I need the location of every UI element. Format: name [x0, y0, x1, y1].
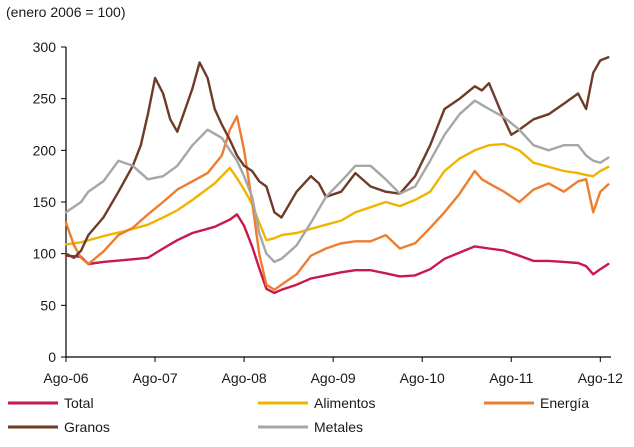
legend-label: Alimentos [314, 395, 375, 411]
legend-item: Granos [8, 419, 110, 435]
y-tick-label: 200 [33, 142, 57, 158]
series-line-total [64, 213, 610, 295]
x-tick-label: Ago-09 [311, 370, 356, 386]
series-line-granos [64, 56, 610, 259]
series-line-alimentos [64, 142, 610, 246]
legend-item: Alimentos [258, 395, 375, 411]
y-tick-label: 50 [40, 297, 56, 313]
legend-label: Energía [540, 395, 589, 411]
x-tick-label: Ago-06 [43, 370, 88, 386]
x-tick-label: Ago-10 [400, 370, 445, 386]
y-tick-label: 300 [33, 39, 57, 55]
x-tick-label: Ago-07 [132, 370, 177, 386]
legend-label: Total [64, 395, 94, 411]
chart-subtitle: (enero 2006 = 100) [6, 4, 126, 20]
x-tick-label: Ago-11 [489, 370, 533, 386]
x-tick-label: Ago-12 [578, 370, 623, 386]
legend-label: Metales [314, 419, 363, 435]
x-tick-label: Ago-08 [222, 370, 267, 386]
y-tick-label: 100 [33, 246, 57, 262]
legend-item: Energía [484, 395, 589, 411]
series-line-metales [64, 99, 610, 264]
legend-item: Metales [258, 419, 363, 435]
y-tick-label: 250 [33, 91, 57, 107]
legend-label: Granos [64, 419, 110, 435]
series-line-energía [64, 115, 610, 291]
y-tick-label: 150 [33, 194, 57, 210]
legend-item: Total [8, 395, 94, 411]
y-tick-label: 0 [48, 349, 56, 365]
